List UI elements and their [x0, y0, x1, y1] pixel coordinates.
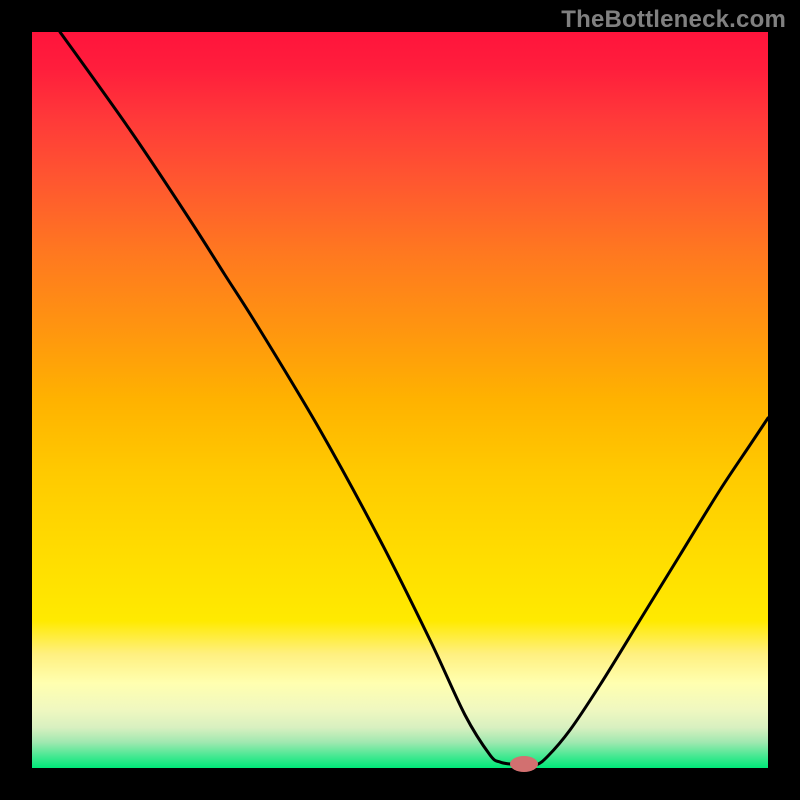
- watermark-text: TheBottleneck.com: [561, 6, 786, 34]
- bottleneck-chart: [0, 0, 800, 800]
- optimal-point-marker: [510, 756, 538, 772]
- plot-area: [32, 32, 768, 768]
